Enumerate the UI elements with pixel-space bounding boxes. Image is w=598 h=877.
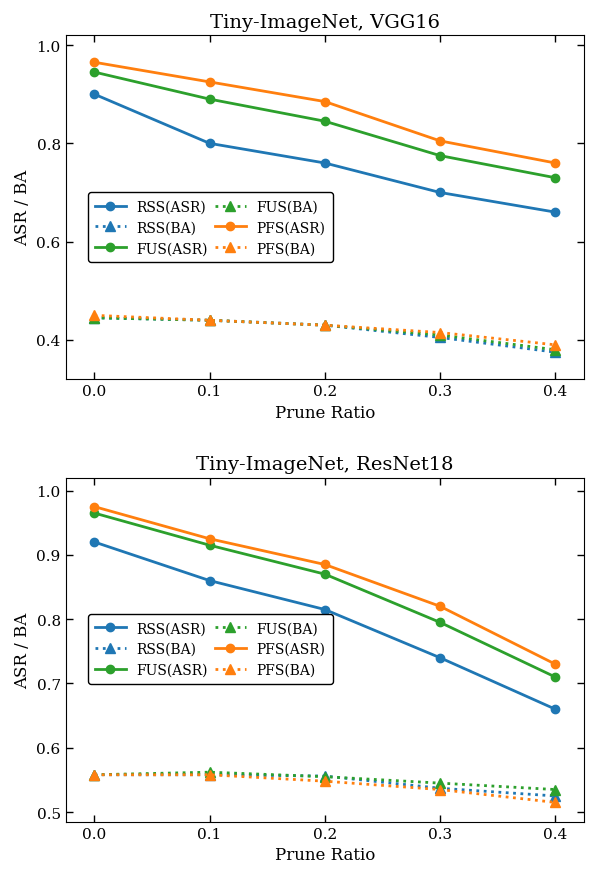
X-axis label: Prune Ratio: Prune Ratio: [274, 846, 375, 863]
Title: Tiny-ImageNet, ResNet18: Tiny-ImageNet, ResNet18: [196, 456, 454, 474]
X-axis label: Prune Ratio: Prune Ratio: [274, 404, 375, 421]
Y-axis label: ASR / BA: ASR / BA: [14, 170, 31, 246]
Y-axis label: ASR / BA: ASR / BA: [14, 612, 31, 688]
Title: Tiny-ImageNet, VGG16: Tiny-ImageNet, VGG16: [210, 14, 440, 32]
Legend: RSS(ASR), RSS(BA), FUS(ASR), FUS(BA), PFS(ASR), PFS(BA): RSS(ASR), RSS(BA), FUS(ASR), FUS(BA), PF…: [88, 615, 332, 684]
Legend: RSS(ASR), RSS(BA), FUS(ASR), FUS(BA), PFS(ASR), PFS(BA): RSS(ASR), RSS(BA), FUS(ASR), FUS(BA), PF…: [88, 193, 332, 263]
